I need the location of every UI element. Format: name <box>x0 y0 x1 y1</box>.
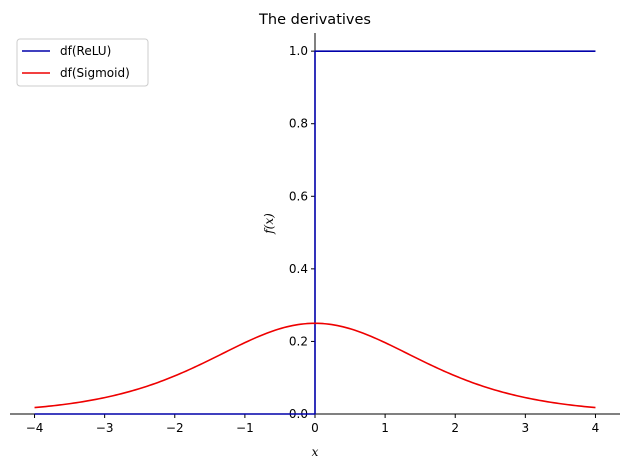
x-tick-label: 4 <box>592 421 600 435</box>
x-tick-label: 1 <box>381 421 389 435</box>
legend: df(ReLU) df(Sigmoid) <box>16 38 149 87</box>
legend-label: df(Sigmoid) <box>60 66 130 80</box>
y-tick-label: 0.6 <box>289 189 308 203</box>
y-axis-ticks: 0.00.20.40.60.81.0 <box>289 44 315 421</box>
legend-label: df(ReLU) <box>60 44 111 58</box>
y-tick-label: 1.0 <box>289 44 308 58</box>
x-axis-label: x <box>312 445 319 459</box>
chart-title: The derivatives <box>258 12 371 28</box>
x-tick-label: 2 <box>451 421 459 435</box>
x-tick-label: −1 <box>236 421 254 435</box>
x-tick-label: −3 <box>96 421 114 435</box>
y-tick-label: 0.8 <box>289 117 308 131</box>
x-axis-ticks: −4 −3 −2 −1 0 1 2 3 4 <box>26 414 600 435</box>
x-tick-label: −2 <box>166 421 184 435</box>
series-line-relu <box>34 50 596 415</box>
series-line-sigmoid <box>34 322 596 409</box>
y-tick-label: 0.2 <box>289 334 308 348</box>
x-tick-label: 0 <box>311 421 319 435</box>
series-lines <box>34 50 596 415</box>
y-tick-label: 0.4 <box>289 262 308 276</box>
y-axis-label: f(x) <box>262 213 276 235</box>
x-tick-label: −4 <box>26 421 44 435</box>
x-tick-label: 3 <box>522 421 530 435</box>
